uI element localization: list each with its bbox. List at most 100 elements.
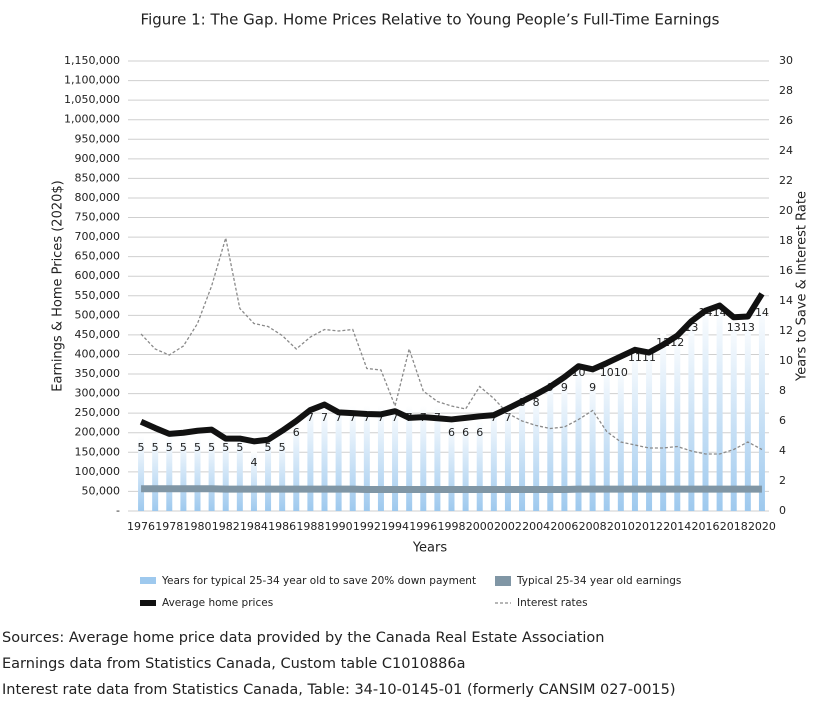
data-label: 14	[755, 306, 769, 319]
y2-tick-label: 26	[779, 114, 793, 127]
bar	[603, 361, 610, 511]
y2-tick-label: 16	[779, 264, 793, 277]
y2-tick-label: 2	[779, 474, 786, 487]
y-tick-label: 250,000	[75, 406, 121, 419]
data-label: 7	[392, 411, 399, 424]
bar	[363, 406, 370, 511]
y-tick-label: 400,000	[75, 347, 121, 360]
data-label: 7	[335, 411, 342, 424]
legend-label: Typical 25-34 year old earnings	[516, 575, 681, 587]
x-tick-label: 1976	[127, 520, 155, 533]
bar	[462, 421, 469, 511]
y2-tick-label: 12	[779, 324, 793, 337]
bar	[660, 331, 667, 511]
y-tick-label: 750,000	[75, 211, 121, 224]
bar	[688, 316, 695, 511]
y-tick-label: 950,000	[75, 132, 121, 145]
x-tick-label: 1994	[381, 520, 409, 533]
bar	[392, 406, 399, 511]
legend-label: Interest rates	[517, 597, 588, 609]
y2-tick-label: 18	[779, 234, 793, 247]
y-tick-label: 550,000	[75, 289, 121, 302]
y-tick-label: 900,000	[75, 152, 121, 165]
x-tick-label: 2012	[635, 520, 663, 533]
bar	[533, 391, 540, 511]
data-label: 5	[194, 441, 201, 454]
data-label: 6	[476, 426, 483, 439]
data-label: 6	[293, 426, 300, 439]
x-tick-label: 2002	[494, 520, 522, 533]
bar	[758, 301, 765, 511]
x-tick-label: 1996	[409, 520, 437, 533]
x-tick-label: 2000	[466, 520, 494, 533]
x-tick-label: 1984	[240, 520, 268, 533]
earnings-line	[141, 485, 762, 493]
data-label: 7	[504, 411, 511, 424]
y2-axis-label: Years to Save & Interest Rate	[795, 191, 810, 382]
y-tick-label: -	[116, 504, 120, 517]
data-label: 5	[265, 441, 272, 454]
y-tick-label: 800,000	[75, 191, 121, 204]
bar	[265, 436, 272, 511]
data-label: 4	[250, 456, 257, 469]
y-tick-label: 700,000	[75, 230, 121, 243]
data-label: 5	[138, 441, 145, 454]
bar	[589, 376, 596, 511]
data-label: 7	[377, 411, 384, 424]
bar	[321, 406, 328, 511]
x-tick-label: 1982	[212, 520, 240, 533]
x-tick-label: 2020	[748, 520, 776, 533]
x-tick-label: 1988	[296, 520, 324, 533]
x-tick-label: 2016	[692, 520, 720, 533]
bar	[152, 436, 159, 511]
y-tick-label: 1,150,000	[64, 54, 120, 67]
bar	[561, 376, 568, 511]
bar	[631, 346, 638, 511]
legend-swatch	[495, 576, 511, 586]
source-note: Sources: Average home price data provide…	[2, 630, 605, 646]
interest-rate-line	[140, 237, 763, 455]
bar	[490, 406, 497, 511]
x-tick-label: 1978	[155, 520, 183, 533]
legend-label: Average home prices	[162, 597, 273, 609]
data-label: 10	[614, 366, 628, 379]
bar	[335, 406, 342, 511]
x-axis-label: Years	[412, 541, 448, 556]
data-label: 8	[533, 396, 540, 409]
bar	[504, 406, 511, 511]
data-label: 13	[727, 321, 741, 334]
data-label: 9	[589, 381, 596, 394]
data-label: 7	[363, 411, 370, 424]
data-label: 5	[180, 441, 187, 454]
y-tick-label: 350,000	[75, 367, 121, 380]
x-tick-label: 2018	[720, 520, 748, 533]
y2-tick-label: 8	[779, 384, 786, 397]
y2-tick-label: 28	[779, 84, 793, 97]
data-label: 7	[321, 411, 328, 424]
x-tick-label: 2006	[550, 520, 578, 533]
bar	[222, 436, 229, 511]
data-label: 7	[349, 411, 356, 424]
x-tick-label: 1986	[268, 520, 296, 533]
y-tick-label: 100,000	[75, 465, 121, 478]
y-tick-label: 500,000	[75, 308, 121, 321]
x-tick-label: 2014	[663, 520, 691, 533]
source-note: Earnings data from Statistics Canada, Cu…	[2, 656, 466, 672]
y2-tick-label: 4	[779, 444, 786, 457]
bar	[646, 346, 653, 511]
bar	[716, 301, 723, 511]
y-axis-label: Earnings & Home Prices (2020$)	[51, 180, 66, 391]
x-tick-label: 1992	[353, 520, 381, 533]
bar	[519, 391, 526, 511]
bar	[250, 451, 257, 511]
data-label: 5	[166, 441, 173, 454]
chart-title: Figure 1: The Gap. Home Prices Relative …	[141, 11, 720, 29]
data-label: 5	[279, 441, 286, 454]
bar	[674, 331, 681, 511]
data-label: 5	[208, 441, 215, 454]
x-tick-label: 2008	[579, 520, 607, 533]
y-tick-label: 450,000	[75, 328, 121, 341]
y-tick-label: 50,000	[82, 484, 121, 497]
y2-tick-label: 24	[779, 144, 793, 157]
